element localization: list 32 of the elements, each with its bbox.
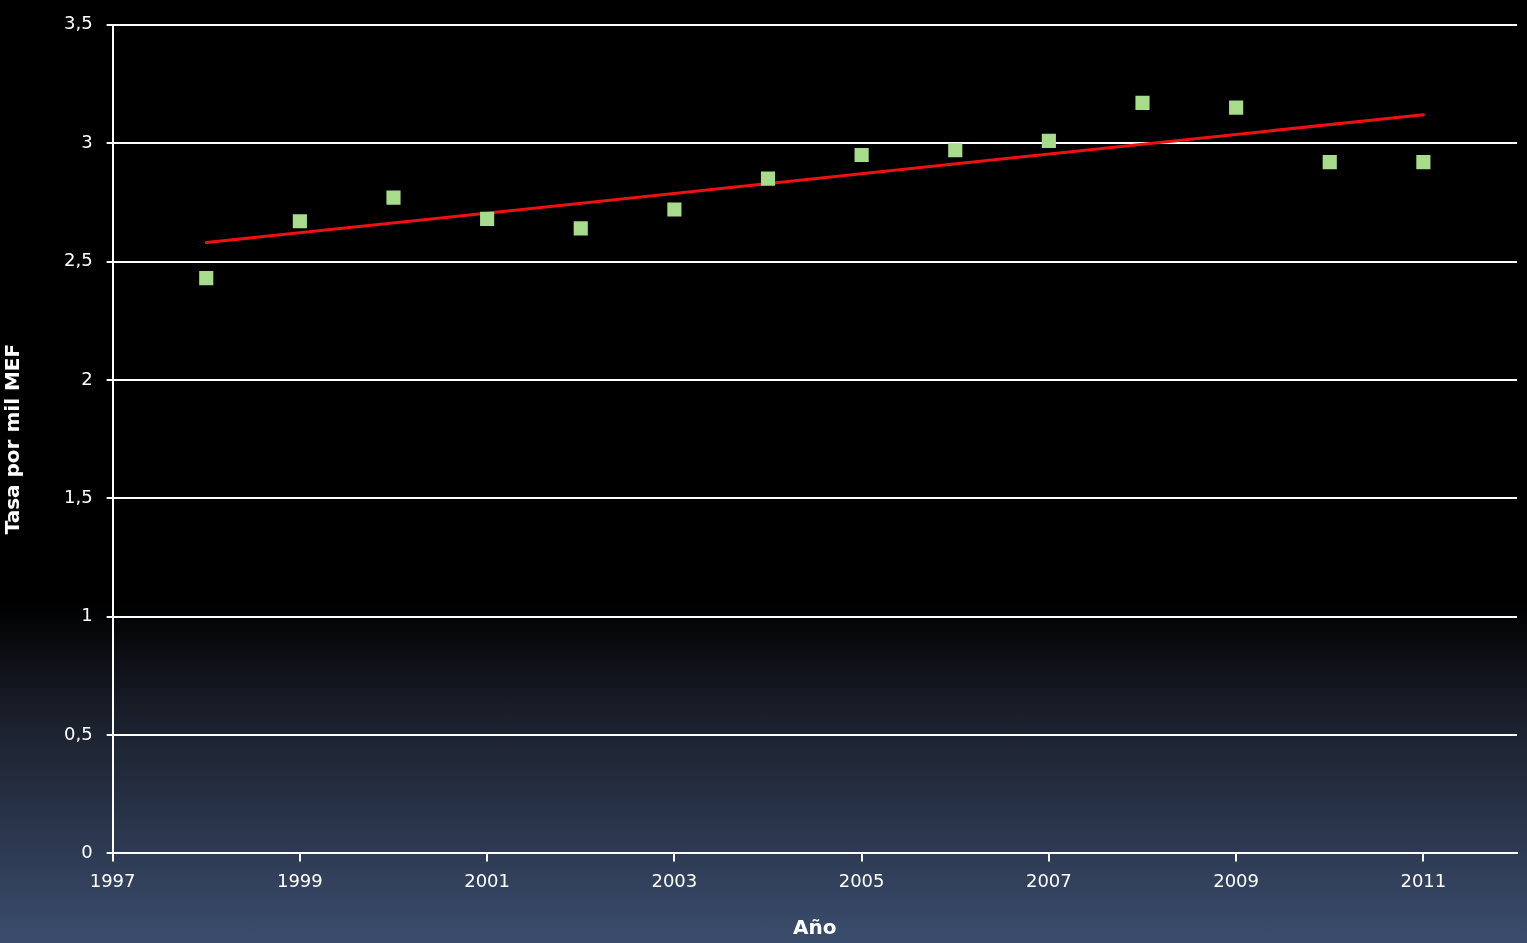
point <box>667 202 682 217</box>
point <box>1416 155 1431 170</box>
y-tick-label: 1,5 <box>63 485 93 507</box>
x-tick-label: 2007 <box>1025 869 1072 891</box>
x-tick-label: 2009 <box>1213 869 1260 891</box>
point <box>1135 95 1150 110</box>
point <box>480 211 495 226</box>
point <box>948 143 963 158</box>
point <box>199 271 214 286</box>
y-tick-label: 0,5 <box>63 722 93 744</box>
point <box>1229 100 1244 115</box>
x-tick-label: 1999 <box>276 869 323 891</box>
x-tick-label: 2005 <box>838 869 885 891</box>
y-tick-label: 0 <box>81 841 93 863</box>
y-tick-label: 3,5 <box>63 12 93 34</box>
point <box>1322 155 1337 170</box>
point <box>854 147 869 163</box>
y-tick-label: 2 <box>81 367 93 389</box>
x-tick-label: 2003 <box>651 869 698 891</box>
x-tick-label: 2001 <box>464 869 511 891</box>
y-tick-label: 3 <box>81 130 93 152</box>
point <box>573 221 588 236</box>
point <box>760 171 776 186</box>
y-axis-title: Tasa por mil MEF <box>0 343 25 535</box>
y-tick-label: 2,5 <box>63 249 93 271</box>
point <box>386 190 401 205</box>
point <box>292 214 307 229</box>
x-axis-title: Año <box>793 915 837 940</box>
y-tick-label: 1 <box>81 604 93 626</box>
x-tick-label: 2011 <box>1400 869 1447 891</box>
x-tick-label: 1997 <box>89 869 136 891</box>
point <box>1041 133 1056 148</box>
